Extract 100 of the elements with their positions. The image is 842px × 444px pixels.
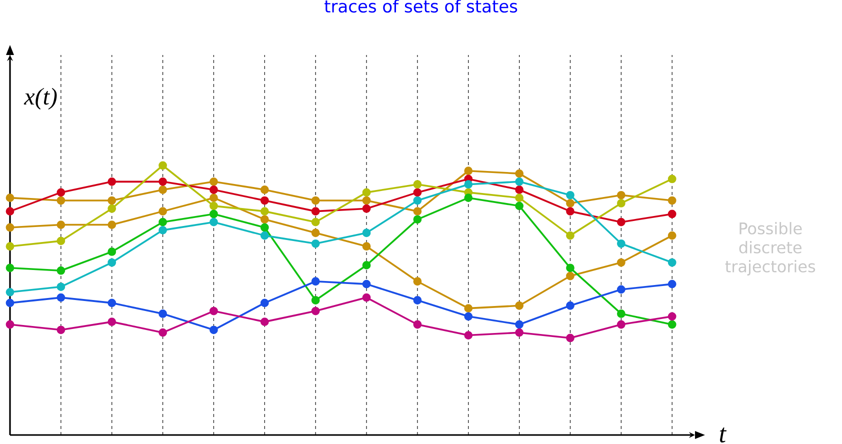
point: [311, 296, 320, 304]
point: [260, 186, 269, 194]
point: [108, 196, 116, 205]
point: [616, 285, 626, 294]
point: [362, 188, 371, 197]
point: [6, 194, 14, 202]
point: [566, 231, 574, 240]
point: [566, 264, 574, 272]
point: [158, 310, 167, 318]
point: [210, 186, 218, 194]
point: [260, 318, 269, 326]
point: [311, 196, 320, 205]
point: [260, 196, 269, 205]
point: [260, 215, 269, 224]
point: [362, 280, 371, 288]
point: [56, 293, 66, 302]
point: [158, 226, 167, 234]
point: [566, 190, 574, 200]
point: [108, 248, 116, 256]
point: [413, 180, 422, 189]
point: [566, 272, 574, 280]
text: Possible discrete trajectories: [725, 222, 816, 276]
point: [6, 223, 14, 232]
point: [668, 280, 676, 288]
point: [311, 277, 320, 286]
point: [515, 186, 524, 194]
point: [6, 264, 14, 272]
point: [260, 207, 269, 216]
point: [464, 180, 473, 189]
point: [413, 320, 422, 329]
point: [56, 196, 66, 205]
point: [515, 320, 524, 329]
point: [668, 196, 676, 205]
point: [56, 188, 66, 197]
point: [464, 304, 473, 313]
point: [311, 239, 320, 248]
point: [616, 239, 626, 248]
point: [311, 218, 320, 226]
point: [515, 202, 524, 210]
point: [158, 328, 167, 337]
point: [6, 207, 14, 216]
point: [158, 218, 167, 226]
point: [260, 298, 269, 308]
point: [413, 215, 422, 224]
point: [158, 177, 167, 186]
point: [566, 301, 574, 310]
point: [413, 277, 422, 286]
point: [311, 207, 320, 216]
point: [210, 210, 218, 218]
point: [362, 242, 371, 251]
point: [362, 293, 371, 302]
point: [108, 177, 116, 186]
point: [515, 177, 524, 186]
point: [56, 266, 66, 275]
point: [108, 204, 116, 213]
point: [668, 320, 676, 329]
point: [210, 202, 218, 210]
point: [464, 166, 473, 176]
point: [210, 177, 218, 186]
point: [668, 210, 676, 218]
point: [566, 207, 574, 216]
point: [56, 326, 66, 334]
point: [616, 218, 626, 226]
point: [6, 320, 14, 329]
point: [108, 298, 116, 308]
point: [158, 161, 167, 170]
point: [413, 296, 422, 304]
point: [210, 326, 218, 334]
point: [210, 306, 218, 316]
point: [362, 196, 371, 205]
point: [108, 318, 116, 326]
point: [616, 258, 626, 267]
point: [56, 236, 66, 246]
point: [260, 231, 269, 240]
point: [616, 310, 626, 318]
point: [515, 328, 524, 337]
point: [6, 242, 14, 251]
point: [566, 199, 574, 208]
x-axis-title: t: [720, 428, 727, 442]
point: [515, 169, 524, 178]
point: [260, 223, 269, 232]
point: [362, 261, 371, 270]
point: [413, 196, 422, 205]
point: [616, 320, 626, 329]
point: [210, 194, 218, 202]
point: [668, 231, 676, 240]
point: [362, 228, 371, 238]
point: [158, 207, 167, 216]
point: [56, 282, 66, 291]
point: [56, 220, 66, 229]
y-axis-title: x(t): [24, 88, 57, 110]
point: [668, 258, 676, 267]
point: [616, 199, 626, 208]
point: [108, 220, 116, 229]
point: [515, 301, 524, 310]
point: [6, 288, 14, 296]
point: [108, 258, 116, 267]
point: [464, 194, 473, 202]
point: [515, 194, 524, 202]
point: [464, 312, 473, 321]
